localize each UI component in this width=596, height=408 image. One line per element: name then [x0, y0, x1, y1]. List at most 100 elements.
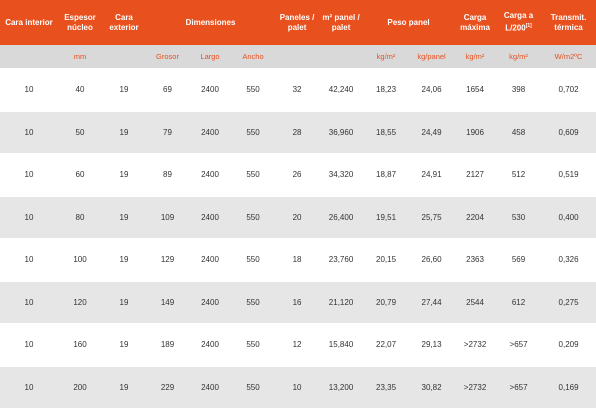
header-text: Cara exterior — [109, 12, 139, 32]
data-cell: 550 — [231, 280, 276, 324]
header-cell: Transmit. térmica — [541, 0, 596, 45]
data-cell: 530 — [496, 195, 542, 239]
data-cell: 89 — [146, 153, 189, 196]
data-cell: 80 — [58, 195, 102, 239]
data-cell: 2400 — [189, 323, 231, 366]
data-row: 10 40 19 69 2400 550 32 42,240 18,23 24,06 1654 398… — [0, 68, 596, 111]
data-cell: 26,400 — [319, 195, 364, 239]
data-cell: 12 — [275, 323, 320, 366]
header-cell: m² panel / palet — [319, 0, 364, 45]
data-row: 10 50 19 79 2400 550 28 36,960 18,55 24,49 1906 458… — [0, 110, 596, 154]
data-cell: 36,960 — [319, 110, 364, 154]
data-cell: 79 — [146, 110, 189, 154]
unit-cell — [319, 45, 364, 69]
data-cell: 2400 — [189, 238, 231, 281]
unit-cell: W/m2ºC — [541, 45, 596, 69]
data-row: 10 60 19 89 2400 550 26 34,320 18,87 24,91 2127 512… — [0, 153, 596, 196]
data-cell: 10 — [0, 153, 58, 196]
data-cell: 19,51 — [363, 195, 410, 239]
data-cell: 0,400 — [541, 195, 596, 239]
data-cell: 0,209 — [541, 323, 596, 366]
data-cell: 24,91 — [409, 153, 455, 196]
data-cell: 20 — [275, 195, 320, 239]
data-cell: 2400 — [189, 195, 231, 239]
data-cell: 10 — [0, 68, 58, 111]
header-cell: Peso panel — [363, 0, 455, 45]
data-cell: 19 — [102, 110, 146, 154]
data-cell: 18,23 — [363, 68, 410, 111]
data-cell: 550 — [231, 323, 276, 366]
data-cell: 10 — [0, 280, 58, 324]
data-cell: 1906 — [454, 110, 497, 154]
data-cell: 0,609 — [541, 110, 596, 154]
data-cell: 60 — [58, 153, 102, 196]
data-cell: 13,200 — [319, 365, 364, 408]
data-row: 10 100 19 129 2400 550 18 23,760 20,15 26,60 2363 5… — [0, 238, 596, 281]
unit-cell: Ancho — [231, 45, 276, 69]
data-cell: >657 — [496, 323, 542, 366]
data-cell: 22,07 — [363, 323, 410, 366]
data-cell: >657 — [496, 365, 542, 408]
data-cell: 120 — [58, 280, 102, 324]
data-cell: 32 — [275, 68, 320, 111]
data-cell: 612 — [496, 280, 542, 324]
data-cell: 21,120 — [319, 280, 364, 324]
data-cell: 19 — [102, 365, 146, 408]
data-cell: 160 — [58, 323, 102, 366]
data-row: 10 160 19 189 2400 550 12 15,840 22,07 29,13 >2732… — [0, 323, 596, 366]
data-cell: 0,169 — [541, 365, 596, 408]
header-text: Paneles / palet — [279, 12, 315, 32]
data-cell: 10 — [0, 365, 58, 408]
data-cell: 24,06 — [409, 68, 455, 111]
data-cell: >2732 — [454, 365, 497, 408]
header-row: Cara interior Espesor núcleo Cara exterior… — [0, 0, 596, 45]
data-row: 10 120 19 149 2400 550 16 21,120 20,79 27,44 2544 6… — [0, 280, 596, 324]
data-cell: 1654 — [454, 68, 497, 111]
header-cell: Dimensiones — [146, 0, 276, 45]
data-cell: 26 — [275, 153, 320, 196]
data-cell: >2732 — [454, 323, 497, 366]
header-text: Cara interior — [5, 17, 53, 27]
data-cell: 109 — [146, 195, 189, 239]
data-cell: 2363 — [454, 238, 497, 281]
data-cell: 19 — [102, 280, 146, 324]
data-cell: 0,519 — [541, 153, 596, 196]
header-cell: Espesor núcleo — [58, 0, 102, 45]
data-cell: 27,44 — [409, 280, 455, 324]
data-cell: 16 — [275, 280, 320, 324]
data-cell: 2400 — [189, 153, 231, 196]
header-text: Espesor núcleo — [64, 12, 96, 32]
data-cell: 50 — [58, 110, 102, 154]
data-cell: 20,79 — [363, 280, 410, 324]
header-text: Peso panel — [387, 17, 430, 27]
unit-cell: kg/m² — [454, 45, 497, 69]
data-cell: 10 — [275, 365, 320, 408]
data-cell: 550 — [231, 153, 276, 196]
data-cell: 23,760 — [319, 238, 364, 281]
data-cell: 24,49 — [409, 110, 455, 154]
unit-cell: mm — [58, 45, 102, 69]
unit-cell: kg/panel — [409, 45, 455, 69]
unit-cell: kg/m² — [496, 45, 542, 69]
header-text: m² panel / palet — [322, 12, 360, 32]
data-cell: 19 — [102, 195, 146, 239]
data-cell: 69 — [146, 68, 189, 111]
data-row: 10 200 19 229 2400 550 10 13,200 23,35 30,82 >2732… — [0, 365, 596, 408]
data-cell: 2127 — [454, 153, 497, 196]
header-text: Transmit. térmica — [550, 12, 587, 32]
data-cell: 19 — [102, 153, 146, 196]
data-cell: 100 — [58, 238, 102, 281]
data-cell: 2400 — [189, 110, 231, 154]
data-cell: 458 — [496, 110, 542, 154]
data-row: 10 80 19 109 2400 550 20 26,400 19,51 25,75 2204 53… — [0, 195, 596, 239]
data-cell: 149 — [146, 280, 189, 324]
data-cell: 40 — [58, 68, 102, 111]
data-cell: 19 — [102, 323, 146, 366]
header-cell: Paneles / palet — [275, 0, 320, 45]
data-cell: 15,840 — [319, 323, 364, 366]
data-cell: 200 — [58, 365, 102, 408]
header-text: Carga a L/200 — [503, 11, 534, 33]
data-cell: 2400 — [189, 68, 231, 111]
